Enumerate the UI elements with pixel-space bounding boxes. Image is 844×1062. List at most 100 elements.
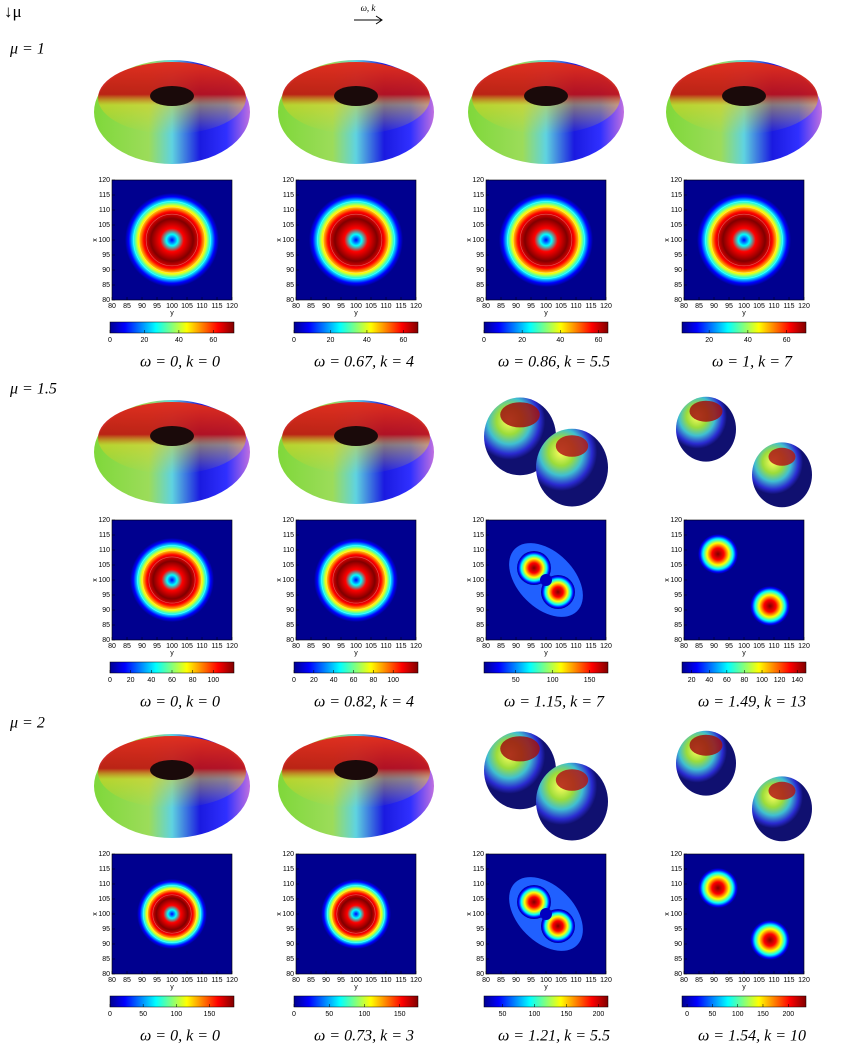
colorbar-tick-label: 40 — [363, 337, 371, 344]
x-tick-label: 120 — [410, 643, 422, 650]
x-tick-label: 110 — [196, 303, 207, 310]
x-tick-label: 115 — [783, 643, 794, 650]
y-tick-label: 90 — [674, 607, 682, 614]
colorbar-tick-label: 50 — [139, 1011, 147, 1018]
y-axis-label: x — [466, 912, 473, 916]
x-tick-label: 100 — [166, 303, 178, 310]
y-tick-label: 110 — [283, 547, 294, 554]
y-tick-label: 95 — [674, 926, 682, 933]
colorbar-tick-label: 140 — [791, 677, 803, 684]
contour-line — [143, 884, 202, 943]
x-tick-label: 95 — [725, 303, 733, 310]
colorbar-tick-label: 0 — [482, 337, 486, 344]
x-tick-label: 85 — [497, 303, 505, 310]
y-axis-label: x — [664, 578, 671, 582]
y-tick-label: 90 — [286, 267, 294, 274]
x-tick-label: 100 — [540, 303, 552, 310]
x-axis-label: y — [354, 984, 358, 991]
ring-density — [499, 193, 593, 287]
y-tick-label: 95 — [286, 252, 294, 259]
x-tick-label: 105 — [365, 303, 377, 310]
x-tick-label: 80 — [482, 977, 490, 984]
y-tick-label: 100 — [670, 577, 682, 584]
contour-line — [326, 550, 386, 610]
contour-line — [507, 201, 585, 279]
omega-k-axis-label: ω, k — [361, 3, 377, 13]
contour-line — [326, 884, 385, 943]
x-tick-label: 105 — [753, 977, 765, 984]
x-axis-label: y — [354, 310, 358, 317]
contour-line — [317, 201, 395, 279]
x-tick-label: 80 — [108, 303, 116, 310]
colorbar-tick-label: 40 — [147, 677, 155, 684]
y-tick-label: 115 — [671, 192, 682, 199]
x-tick-label: 100 — [166, 643, 178, 650]
torus-hole — [150, 426, 194, 446]
y-tick-label: 90 — [476, 607, 484, 614]
x-tick-label: 95 — [153, 977, 161, 984]
x-tick-label: 115 — [395, 977, 406, 984]
contour-line — [133, 201, 211, 279]
x-tick-label: 80 — [482, 643, 490, 650]
panel: 8080858590909595100100105105110110115115… — [276, 60, 434, 371]
torus-hole — [150, 760, 194, 780]
y-tick-label: 120 — [98, 851, 110, 858]
x-tick-label: 85 — [123, 977, 131, 984]
y-tick-label: 80 — [102, 297, 110, 304]
y-tick-label: 80 — [286, 297, 294, 304]
y-tick-label: 85 — [476, 282, 484, 289]
y-axis-label: x — [664, 238, 671, 242]
x-tick-label: 95 — [527, 977, 535, 984]
colorbar-tick-label: 0 — [108, 1011, 112, 1018]
x-tick-label: 95 — [725, 643, 733, 650]
x-tick-label: 110 — [570, 303, 581, 310]
x-tick-label: 105 — [753, 643, 765, 650]
x-tick-label: 80 — [292, 303, 300, 310]
x-tick-label: 105 — [555, 977, 567, 984]
ring-density — [137, 879, 207, 949]
y-axis-label: x — [276, 238, 283, 242]
y-tick-label: 110 — [473, 547, 484, 554]
caption: ω = 0.86, k = 5.5 — [498, 354, 610, 371]
colorbar — [293, 661, 419, 674]
panel: 8080858590909595100100105105110110115115… — [92, 60, 250, 371]
colorbar-tick-label: 100 — [387, 677, 399, 684]
colorbar — [681, 995, 807, 1008]
y-tick-label: 100 — [98, 577, 110, 584]
ring-density — [125, 193, 219, 287]
colorbar-tick-label: 100 — [756, 677, 768, 684]
peak-density — [750, 920, 790, 960]
y-tick-label: 120 — [98, 517, 110, 524]
contour-line — [329, 213, 383, 267]
x-tick-label: 110 — [768, 643, 779, 650]
colorbar-tick-label: 20 — [518, 337, 526, 344]
colorbar-tick-label: 20 — [127, 677, 135, 684]
x-tick-label: 120 — [226, 643, 238, 650]
colorbar — [109, 995, 235, 1008]
x-tick-label: 85 — [695, 303, 703, 310]
y-tick-label: 95 — [286, 926, 294, 933]
x-tick-label: 90 — [512, 643, 520, 650]
colorbar-tick-label: 0 — [108, 677, 112, 684]
x-tick-label: 80 — [482, 303, 490, 310]
y-tick-label: 105 — [472, 222, 484, 229]
colorbar-tick-label: 20 — [688, 677, 696, 684]
colorbar-tick-label: 60 — [723, 677, 731, 684]
y-axis-label: x — [92, 238, 99, 242]
x-tick-label: 90 — [138, 643, 146, 650]
panel: 8080858590909595100100105105110110115115… — [92, 734, 250, 1045]
caption: ω = 0, k = 0 — [140, 694, 220, 711]
y-tick-label: 85 — [286, 956, 294, 963]
y-tick-label: 110 — [671, 547, 682, 554]
x-tick-label: 85 — [497, 977, 505, 984]
x-tick-label: 100 — [350, 643, 362, 650]
y-tick-label: 120 — [282, 851, 294, 858]
y-tick-label: 105 — [670, 562, 682, 569]
colorbar-tick-label: 100 — [207, 677, 219, 684]
ball — [752, 776, 812, 842]
contour-line — [321, 545, 391, 615]
ball-cap — [500, 736, 540, 762]
x-tick-label: 120 — [226, 977, 238, 984]
y-tick-label: 105 — [282, 896, 294, 903]
